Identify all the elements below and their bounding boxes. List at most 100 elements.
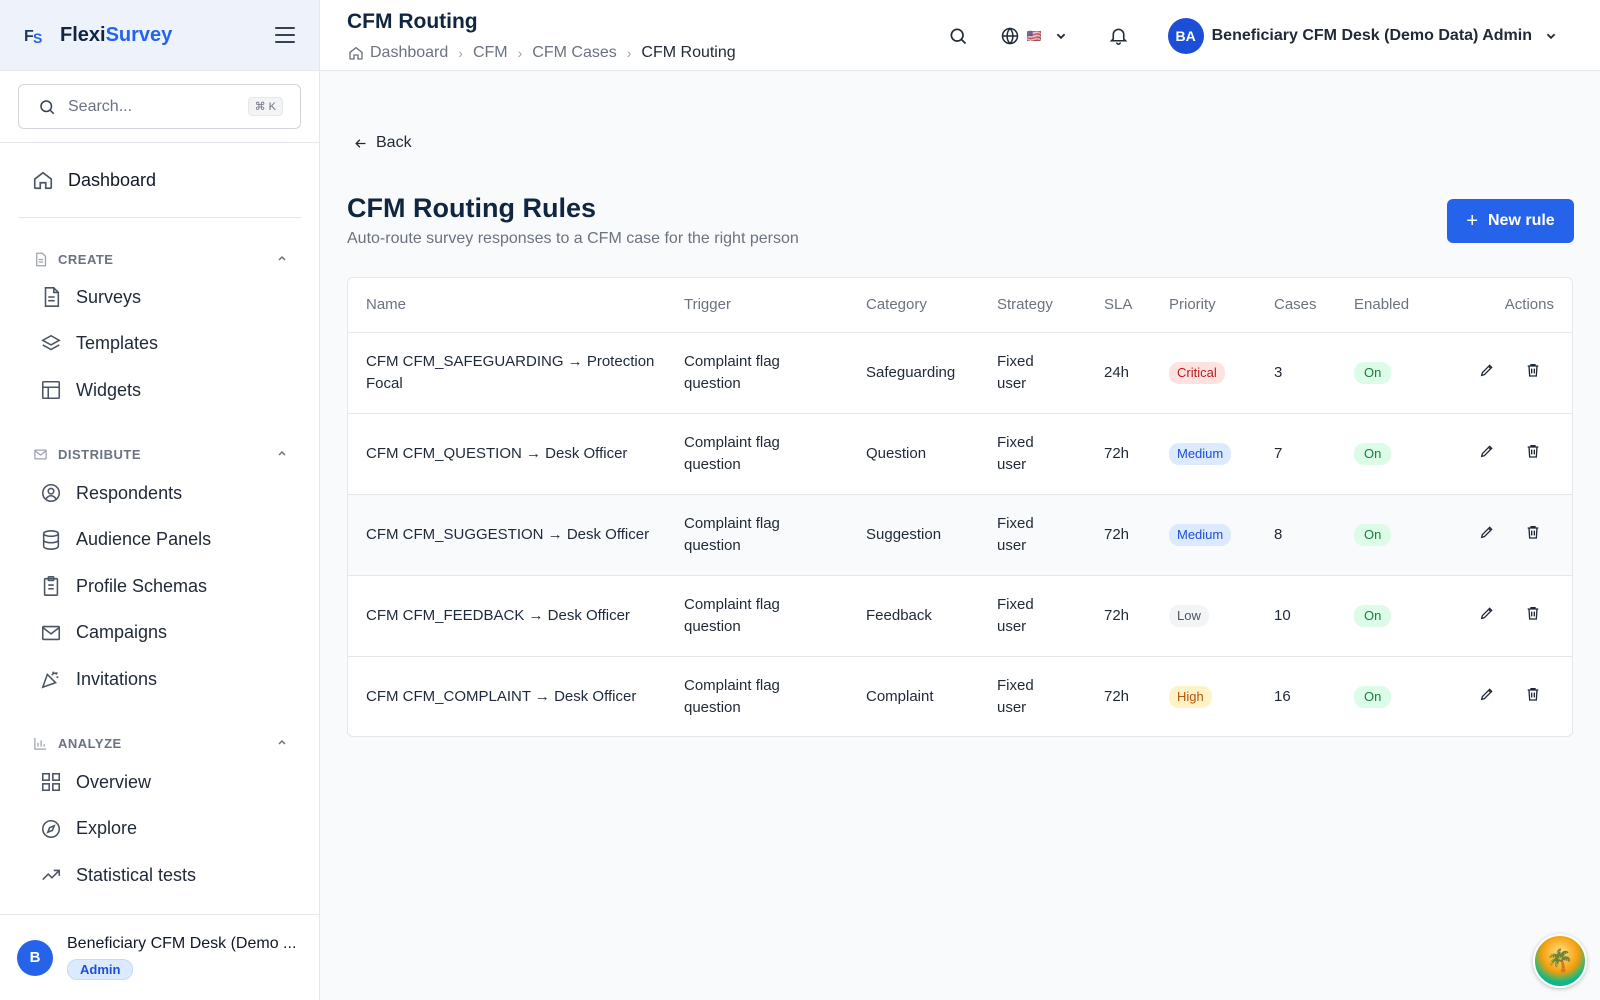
status-badge[interactable]: On [1354, 604, 1392, 627]
home-icon[interactable] [347, 44, 365, 62]
database-icon [40, 529, 62, 551]
pencil-icon[interactable] [1478, 361, 1496, 379]
user-menu[interactable]: BA Beneficiary CFM Desk (Demo Data) Admi… [1167, 17, 1558, 54]
breadcrumb: Dashboard › CFM › CFM Cases › CFM Routin… [347, 44, 736, 62]
sidebar-item-widgets[interactable]: Widgets [0, 367, 319, 414]
brand-name[interactable]: FlexiSurvey [60, 24, 172, 47]
pencil-icon[interactable] [1478, 523, 1496, 541]
sidebar-item-respondents[interactable]: Respondents [0, 470, 319, 517]
col-trigger: Trigger [684, 278, 866, 333]
sidebar-item-overview[interactable]: Overview [0, 759, 319, 806]
priority-badge: Critical [1169, 361, 1225, 384]
breadcrumb-cfm[interactable]: CFM [472, 44, 508, 61]
breadcrumb-dashboard[interactable]: Dashboard [370, 44, 449, 61]
trash-icon[interactable] [1524, 523, 1542, 541]
sidebar-search[interactable]: ⌘ K [18, 84, 301, 129]
svg-text:S: S [33, 30, 42, 46]
section-title: CREATE [58, 251, 114, 267]
pencil-icon[interactable] [1478, 685, 1496, 703]
table-row[interactable]: CFM CFM_QUESTION → Desk Officer Complain… [348, 413, 1572, 495]
table-row[interactable]: CFM CFM_FEEDBACK → Desk Officer Complain… [348, 575, 1572, 657]
sidebar-item-statistical-tests[interactable]: Statistical tests [0, 852, 319, 899]
pencil-icon[interactable] [1478, 442, 1496, 460]
sidebar: FS FlexiSurvey ⌘ K Dashboard CREATE Surv… [0, 0, 320, 1000]
status-badge[interactable]: On [1354, 685, 1392, 708]
trash-icon[interactable] [1524, 361, 1542, 379]
col-name: Name [348, 278, 684, 333]
chevron-up-icon[interactable] [277, 737, 287, 750]
rule-priority: Medium [1169, 413, 1274, 495]
sidebar-item-audience-panels[interactable]: Audience Panels [0, 516, 319, 563]
section-subtitle: Auto-route survey responses to a CFM cas… [347, 230, 799, 247]
section-title: DISTRIBUTE [58, 447, 141, 463]
chevron-right-icon: › [517, 45, 523, 61]
status-badge[interactable]: On [1354, 442, 1392, 465]
sidebar-item-surveys[interactable]: Surveys [0, 274, 319, 321]
sidebar-item-dashboard[interactable]: Dashboard [18, 143, 301, 218]
back-link[interactable]: Back [352, 134, 412, 152]
col-cases: Cases [1274, 278, 1354, 333]
sidebar-item-explore[interactable]: Explore [0, 805, 319, 852]
priority-badge: Medium [1169, 523, 1232, 546]
sidebar-item-profile-schemas[interactable]: Profile Schemas [0, 563, 319, 610]
sidebar-item-label: Statistical tests [76, 864, 197, 885]
trend-icon [40, 864, 62, 886]
table-row[interactable]: CFM CFM_SUGGESTION → Desk Officer Compla… [348, 494, 1572, 576]
avatar: B [17, 939, 53, 976]
status-badge[interactable]: On [1354, 361, 1392, 384]
rule-name: CFM CFM_FEEDBACK → Desk Officer [348, 575, 684, 657]
breadcrumb-cfm-cases[interactable]: CFM Cases [532, 44, 617, 61]
table-row[interactable]: CFM CFM_COMPLAINT → Desk Officer Complai… [348, 656, 1572, 736]
sidebar-item-invitations[interactable]: Invitations [0, 656, 319, 703]
hamburger-icon[interactable] [275, 27, 295, 43]
sidebar-item-label: Overview [76, 771, 152, 792]
rule-sla: 24h [1104, 332, 1169, 414]
rule-trigger: Complaint flag question [684, 332, 866, 414]
rule-cases: 16 [1274, 687, 1291, 705]
trash-icon[interactable] [1524, 685, 1542, 703]
rule-cases: 7 [1274, 413, 1354, 495]
col-priority: Priority [1169, 278, 1274, 333]
status-badge[interactable]: On [1354, 523, 1392, 546]
sidebar-account[interactable]: B Beneficiary CFM Desk (Demo ... Admin [0, 914, 319, 1000]
svg-text:F: F [24, 28, 34, 45]
rule-priority: Medium [1169, 494, 1274, 576]
chevron-up-icon[interactable] [277, 253, 287, 266]
rule-actions [1464, 332, 1572, 414]
sidebar-item-campaigns[interactable]: Campaigns [0, 610, 319, 657]
chevron-right-icon: › [458, 45, 463, 61]
rule-name: CFM CFM_SAFEGUARDING → Protection Focal [348, 332, 684, 414]
search-input[interactable] [68, 97, 238, 116]
chevron-up-icon[interactable] [277, 448, 287, 461]
rule-sla: 72h [1104, 494, 1169, 576]
table-row[interactable]: CFM CFM_SAFEGUARDING → Protection Focal … [348, 332, 1572, 414]
search-icon[interactable] [947, 25, 969, 47]
sidebar-item-label: Invitations [76, 668, 158, 689]
section-distribute[interactable]: DISTRIBUTE [0, 440, 319, 470]
account-info: Beneficiary CFM Desk (Demo ... Admin [67, 935, 296, 980]
chevron-right-icon: › [626, 45, 632, 61]
trash-icon[interactable] [1524, 442, 1542, 460]
col-category: Category [866, 278, 997, 333]
section-analyze[interactable]: ANALYZE [0, 729, 319, 759]
rule-priority: High [1169, 656, 1274, 736]
bell-icon[interactable] [1108, 25, 1130, 47]
sidebar-item-label: Profile Schemas [76, 575, 208, 596]
rule-enabled: On [1354, 413, 1464, 495]
user-circle-icon [40, 482, 62, 504]
priority-badge: Medium [1169, 442, 1232, 465]
sidebar-item-label: Audience Panels [76, 529, 212, 550]
rule-strategy: Fixed user [997, 413, 1104, 495]
pencil-icon[interactable] [1478, 604, 1496, 622]
col-actions: Actions [1464, 278, 1572, 333]
avatar: BA [1167, 17, 1204, 54]
language-selector[interactable]: 🇺🇸 [999, 25, 1068, 47]
section-create[interactable]: CREATE [0, 244, 319, 274]
chevron-down-icon [1544, 25, 1558, 47]
new-rule-button[interactable]: + New rule [1447, 199, 1574, 243]
back-label: Back [376, 134, 412, 151]
assistant-fab[interactable]: 🌴 [1533, 934, 1587, 988]
trash-icon[interactable] [1524, 604, 1542, 622]
sidebar-item-templates[interactable]: Templates [0, 321, 319, 368]
